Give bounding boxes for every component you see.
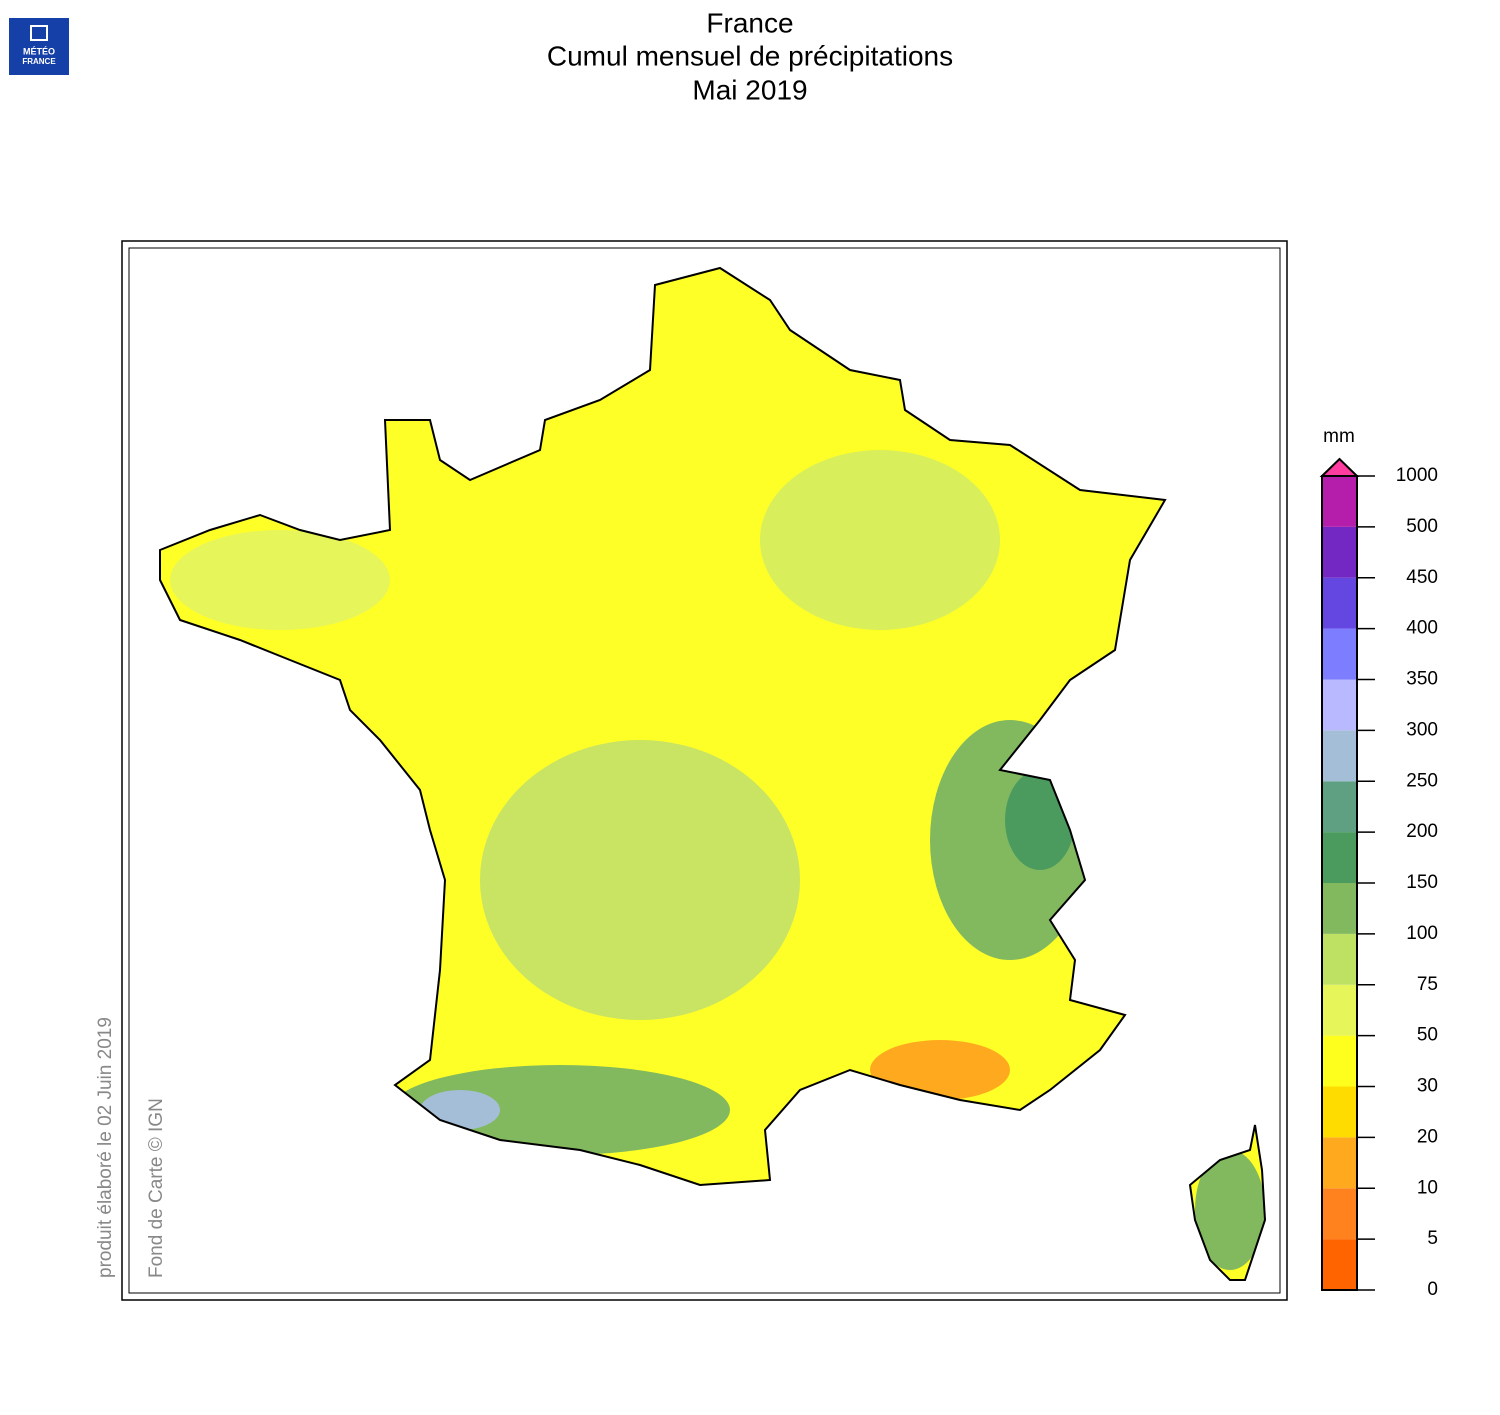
colorbar-segment — [1322, 883, 1357, 934]
colorbar-segment — [1322, 1239, 1357, 1290]
map-frame — [128, 247, 1281, 1294]
logo-text: FRANCE — [22, 57, 56, 66]
colorbar-label: 150 — [1406, 872, 1438, 893]
colorbar-label: 400 — [1406, 618, 1438, 639]
colorbar-label: 30 — [1417, 1076, 1438, 1097]
colorbar-segment — [1322, 679, 1357, 731]
colorbar-segment — [1322, 781, 1357, 833]
colorbar-label: 1000 — [1396, 465, 1438, 486]
logo-box — [9, 18, 69, 75]
colorbar-segment — [1322, 730, 1357, 782]
colorbar-segment — [1322, 1035, 1357, 1087]
colorbar-segment — [1322, 1137, 1357, 1189]
map-zone — [1195, 1150, 1265, 1270]
title: Cumul mensuel de précipitations — [547, 40, 953, 71]
colorbar-label: 200 — [1406, 821, 1438, 842]
map-zone — [480, 740, 800, 1020]
colorbar: 0 5 10 20 30 50 75 100 150 200 250 300 350 400 450 500 1… — [1319, 457, 1438, 1300]
colorbar-segment — [1322, 628, 1357, 680]
map-frame — [121, 240, 1288, 1301]
colorbar-label: 20 — [1417, 1126, 1438, 1147]
map-zone — [170, 530, 390, 630]
colorbar-label: 10 — [1417, 1177, 1438, 1198]
credit: produit élaboré le 02 Juin 2019 — [95, 1017, 116, 1278]
colorbar-label: 50 — [1417, 1025, 1438, 1046]
map — [160, 268, 1265, 1280]
legend-unit: mm — [1323, 426, 1355, 447]
colorbar-segment — [1322, 984, 1357, 1036]
credit: Fond de Carte © IGN — [146, 1098, 167, 1278]
colorbar-segment — [1322, 1086, 1357, 1138]
colorbar-label: 450 — [1406, 567, 1438, 588]
logo-text: MÉTÉO — [23, 46, 55, 56]
map-zone — [420, 1090, 500, 1130]
colorbar-over — [1319, 457, 1360, 477]
colorbar-segment — [1322, 832, 1357, 883]
colorbar-label: 350 — [1406, 669, 1438, 690]
colorbar-segment — [1322, 476, 1357, 527]
title: France — [706, 7, 793, 38]
colorbar-label: 300 — [1406, 719, 1438, 740]
colorbar-segment — [1322, 526, 1357, 578]
colorbar-label: 0 — [1427, 1279, 1438, 1300]
map-zone — [870, 1040, 1010, 1100]
colorbar-label: 500 — [1406, 516, 1438, 537]
colorbar-segment — [1322, 933, 1357, 985]
colorbar-label: 75 — [1417, 974, 1438, 995]
colorbar-segment — [1322, 1188, 1357, 1240]
map-zone — [1005, 770, 1075, 870]
logo-icon — [30, 25, 48, 41]
colorbar-label: 100 — [1406, 923, 1438, 944]
map-zone — [760, 450, 1000, 630]
colorbar-segment — [1322, 577, 1357, 629]
title: Mai 2019 — [692, 74, 807, 105]
colorbar-label: 5 — [1427, 1228, 1438, 1249]
colorbar-label: 250 — [1406, 770, 1438, 791]
